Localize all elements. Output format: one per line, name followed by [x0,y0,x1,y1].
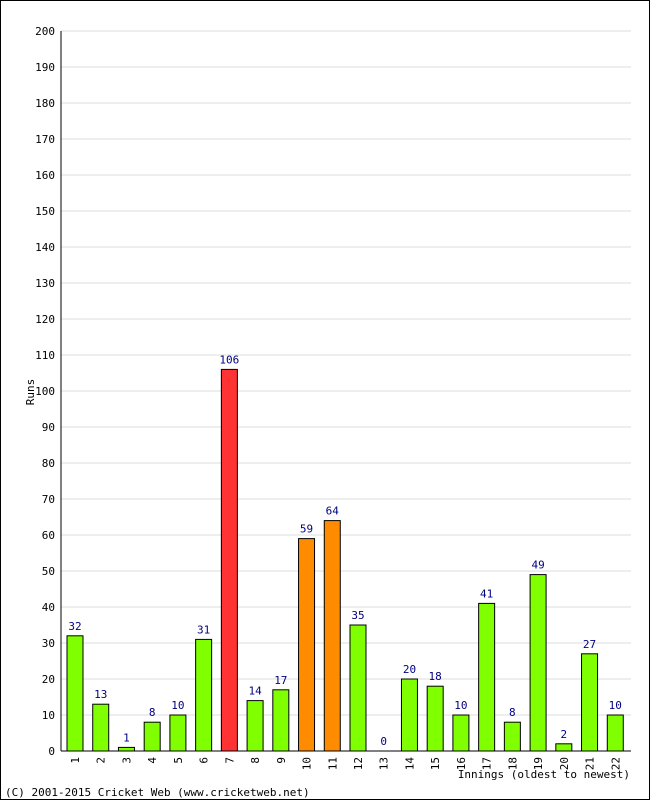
y-tick-label: 20 [42,673,55,686]
bar [606,714,624,752]
x-tick-label: 11 [326,757,339,770]
bar [66,635,84,752]
x-tick-label: 18 [506,757,519,770]
bar [503,721,521,752]
x-tick-label: 13 [378,757,391,770]
x-tick-label: 22 [609,757,622,770]
x-tick-label: 12 [352,757,365,770]
x-tick-label: 17 [481,757,494,770]
bar [478,602,496,752]
x-tick-label: 19 [532,757,545,770]
x-tick-label: 20 [558,757,571,770]
x-tick-label: 7 [223,757,236,764]
data-label: 10 [454,699,467,712]
x-tick-label: 4 [146,757,159,764]
x-tick-labels: 1 2 3 4 5 6 7 8 9 10 11 12 13 14 15 16 17 18 19 20 21 22 [69,757,622,771]
y-tick-labels: 0 10 20 30 40 50 60 70 80 90 100 110 120 130 140 150 160… [35,25,55,758]
data-label: 13 [94,688,107,701]
y-tick-label: 140 [35,241,55,254]
data-label: 32 [68,620,81,633]
axes [60,31,631,752]
y-tick-label: 40 [42,601,55,614]
y-tick-label: 70 [42,493,55,506]
bar [246,700,264,752]
data-label: 8 [509,706,516,719]
bar [272,689,290,752]
y-tick-label: 190 [35,61,55,74]
y-tick-label: 150 [35,205,55,218]
y-tick-label: 50 [42,565,55,578]
data-label: 17 [274,674,287,687]
x-tick-label: 16 [455,757,468,770]
x-tick-label: 14 [403,757,416,771]
x-axis-title: Innings (oldest to newest) [458,768,630,781]
y-tick-label: 170 [35,133,55,146]
data-label: 10 [171,699,184,712]
y-tick-label: 0 [48,745,55,758]
x-tick-label: 9 [275,757,288,764]
data-label: 2 [561,728,568,741]
x-tick-label: 1 [69,757,82,764]
bar [452,714,470,752]
data-label: 106 [219,353,239,366]
y-tick-label: 60 [42,529,55,542]
y-tick-label: 110 [35,349,55,362]
x-tick-label: 21 [584,757,597,770]
bar [349,624,367,752]
y-tick-label: 30 [42,637,55,650]
y-tick-label: 200 [35,25,55,38]
y-axis-title: Runs [24,379,37,406]
data-label: 31 [197,623,210,636]
x-tick-label: 15 [429,757,442,770]
y-tick-label: 180 [35,97,55,110]
x-tick-label: 8 [249,757,262,764]
bar [195,638,213,752]
bar [117,746,135,752]
bar [298,538,316,752]
bar [426,685,444,752]
x-tick-label: 6 [198,757,211,764]
data-label: 64 [326,505,340,518]
bar [220,368,238,752]
data-label: 8 [149,706,156,719]
y-tick-label: 10 [42,709,55,722]
bar [400,678,418,752]
copyright-footer: (C) 2001-2015 Cricket Web (www.cricketwe… [5,786,310,799]
y-tick-label: 160 [35,169,55,182]
y-tick-label: 120 [35,313,55,326]
y-tick-label: 90 [42,421,55,434]
x-tick-label: 3 [120,757,133,764]
bar [169,714,187,752]
data-label: 18 [429,670,442,683]
data-label: 35 [351,609,364,622]
x-tick-label: 10 [301,757,314,770]
data-label: 0 [380,735,387,748]
data-label: 41 [480,587,493,600]
data-label: 59 [300,523,313,536]
x-tick-label: 5 [172,757,185,764]
data-label: 10 [609,699,622,712]
data-label: 20 [403,663,416,676]
grid-lines [61,30,631,716]
bar [143,721,161,752]
bar [555,743,573,752]
data-label: 49 [531,559,544,572]
data-label: 14 [248,685,262,698]
y-tick-label: 80 [42,457,55,470]
data-label: 27 [583,638,596,651]
bar [323,520,341,752]
data-label: 1 [123,731,130,744]
y-tick-label: 130 [35,277,55,290]
x-tick-label: 2 [95,757,108,764]
bar [92,703,110,752]
y-tick-label: 100 [35,385,55,398]
bar [581,653,599,752]
bar [529,574,547,752]
